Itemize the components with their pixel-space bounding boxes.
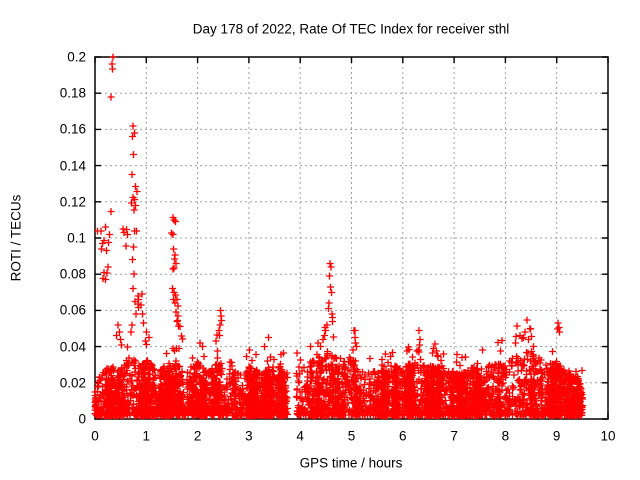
y-tick-label: 0.1 bbox=[67, 230, 86, 246]
x-tick-label: 8 bbox=[501, 428, 510, 444]
x-tick-label: 7 bbox=[450, 428, 458, 444]
x-tick-label: 0 bbox=[91, 428, 99, 444]
y-tick-label: 0.08 bbox=[59, 266, 86, 282]
y-tick-label: 0.14 bbox=[59, 158, 86, 174]
outlier-points bbox=[91, 53, 586, 418]
y-tick-label: 0.02 bbox=[59, 375, 86, 391]
y-tick-label: 0.16 bbox=[59, 121, 86, 137]
x-tick-label: 4 bbox=[296, 428, 304, 444]
grid-lines bbox=[95, 57, 608, 419]
scatter-points bbox=[91, 324, 587, 420]
x-tick-label: 5 bbox=[347, 428, 356, 444]
y-tick-label: 0.06 bbox=[59, 302, 86, 318]
chart-title: Day 178 of 2022, Rate Of TEC Index for r… bbox=[192, 21, 510, 37]
y-tick-label: 0.18 bbox=[59, 85, 86, 101]
x-tick-label: 2 bbox=[193, 428, 202, 444]
y-tick-label: 0 bbox=[78, 411, 86, 427]
y-tick-label: 0.04 bbox=[59, 339, 86, 355]
plot-border bbox=[94, 56, 609, 420]
x-tick-label: 10 bbox=[600, 428, 616, 444]
x-tick-label: 6 bbox=[399, 428, 407, 444]
y-tick-label: 0.2 bbox=[67, 49, 86, 65]
x-tick-label: 1 bbox=[142, 428, 151, 444]
x-tick-label: 3 bbox=[245, 428, 253, 444]
x-axis-label: GPS time / hours bbox=[299, 455, 403, 471]
x-tick-label: 9 bbox=[552, 428, 561, 444]
y-tick-label: 0.12 bbox=[59, 194, 86, 210]
